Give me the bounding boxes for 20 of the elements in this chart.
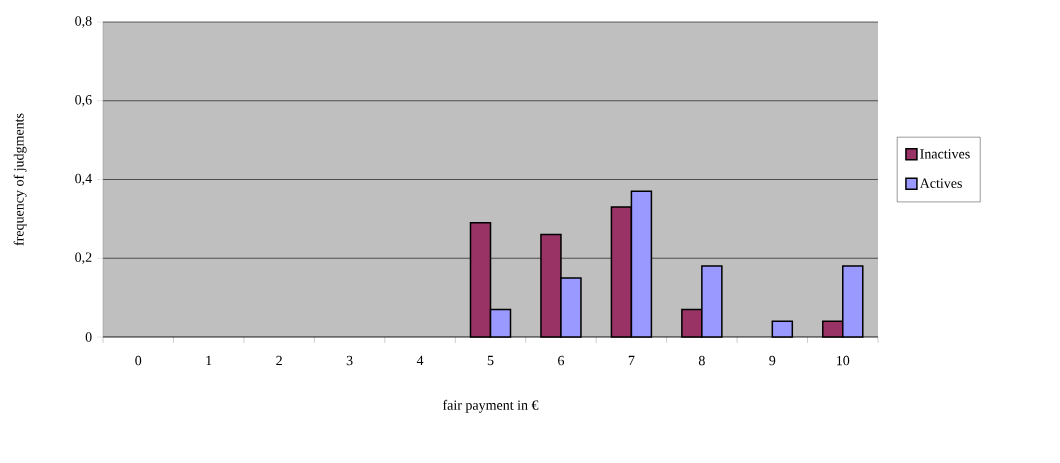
y-axis-title: frequency of judgments — [13, 113, 27, 246]
x-tick-label: 9 — [769, 355, 776, 366]
y-tick-label: 0 — [85, 332, 92, 342]
x-axis-title: fair payment in € — [442, 399, 539, 413]
y-tick-label: 0,6 — [75, 95, 92, 107]
x-tick-label: 3 — [346, 355, 353, 366]
legend-label: Inactives — [920, 149, 970, 159]
x-tick-label: 0 — [135, 355, 142, 366]
y-tick-label: 0,4 — [75, 173, 92, 186]
x-tick-label: 2 — [276, 355, 282, 366]
y-tick-label: 0,8 — [75, 16, 92, 28]
y-tick-label: 0,2 — [75, 252, 92, 264]
x-tick-label: 5 — [487, 355, 494, 366]
x-tick-label: 7 — [628, 355, 635, 366]
x-tick-label: 10 — [836, 355, 850, 366]
legend-label: Actives — [919, 178, 962, 188]
x-tick-label: 8 — [698, 355, 705, 366]
x-tick-label: 6 — [558, 355, 565, 366]
x-tick-label: 1 — [206, 355, 212, 366]
x-tick-label: 4 — [416, 355, 424, 366]
